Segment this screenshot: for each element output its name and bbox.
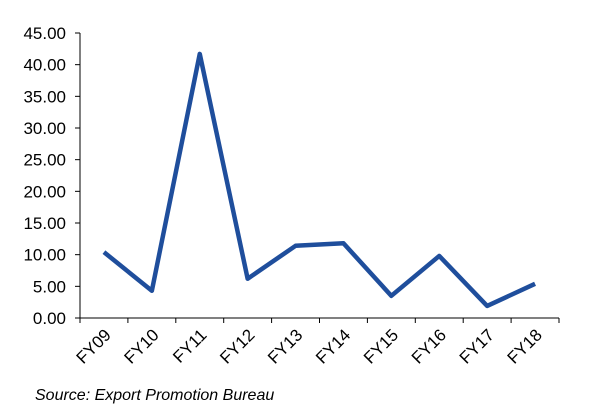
source-note: Source: Export Promotion Bureau [35,387,274,404]
line-series [102,51,536,309]
y-tick-label: 45.00 [23,24,66,43]
y-tick-label: 25.00 [23,151,66,170]
y-tick-label: 15.00 [23,214,66,233]
y-tick-label: 30.00 [23,119,66,138]
y-tick-label: 0.00 [33,309,66,328]
y-tick-label: 40.00 [23,56,66,75]
y-tick-label: 20.00 [23,182,66,201]
y-tick-label: 35.00 [23,87,66,106]
y-tick-label: 10.00 [23,246,66,265]
y-tick-label: 5.00 [33,277,66,296]
